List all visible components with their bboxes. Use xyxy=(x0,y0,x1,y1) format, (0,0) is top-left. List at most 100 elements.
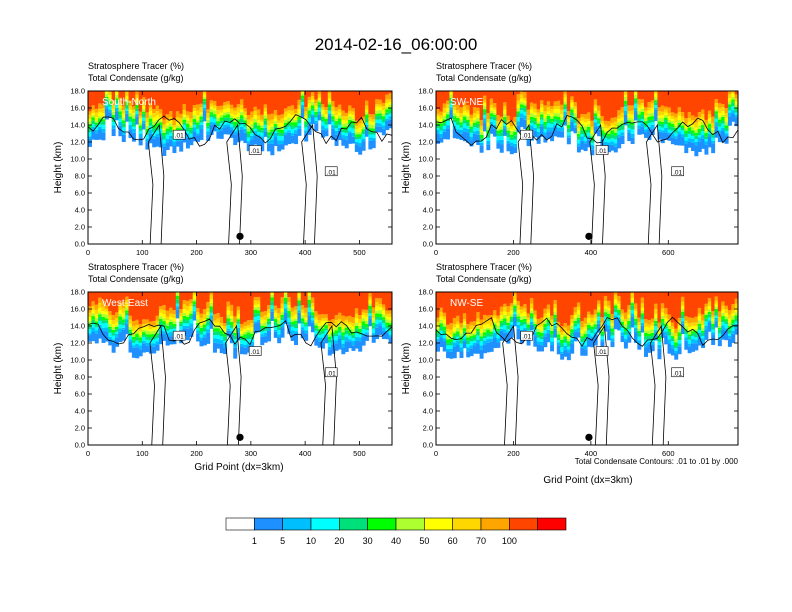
y-tick-label: 18.0 xyxy=(70,87,85,96)
tracer-cell xyxy=(489,321,494,326)
tracer-cell xyxy=(135,331,140,334)
tracer-cell xyxy=(121,317,126,320)
tracer-cell xyxy=(368,309,373,314)
panel-header-condensate: Total Condensate (g/kg) xyxy=(436,73,532,83)
tracer-cell xyxy=(105,85,109,89)
tracer-cell xyxy=(526,120,531,125)
tracer-cell xyxy=(727,333,732,336)
tracer-cell xyxy=(509,126,514,129)
tracer-cell xyxy=(550,345,555,352)
tracer-cell xyxy=(189,125,194,128)
tracer-cell xyxy=(128,292,133,316)
tracer-cell xyxy=(233,292,238,317)
tracer-cell xyxy=(674,113,679,118)
tracer-cell xyxy=(479,333,484,337)
tracer-cell xyxy=(223,323,228,327)
tracer-cell xyxy=(697,337,702,346)
tracer-cell xyxy=(526,337,531,346)
tracer-cell xyxy=(115,326,119,330)
tracer-cell xyxy=(300,108,305,118)
tracer-cell xyxy=(260,132,265,137)
tracer-cell xyxy=(91,292,96,302)
tracer-cell xyxy=(476,339,481,344)
tracer-cell xyxy=(125,92,130,97)
tracer-cell xyxy=(375,313,380,318)
tracer-cell xyxy=(185,115,190,118)
tracer-cell xyxy=(610,338,615,342)
tracer-cell xyxy=(657,107,662,112)
tracer-cell xyxy=(327,349,332,356)
tracer-cell xyxy=(223,112,228,116)
contour-column xyxy=(646,123,663,244)
tracer-cell xyxy=(88,111,92,115)
tracer-cell xyxy=(236,116,241,120)
tracer-cell xyxy=(202,94,207,97)
tracer-cell xyxy=(314,292,319,312)
tracer-cell xyxy=(175,306,180,310)
tracer-cell xyxy=(94,321,99,326)
tracer-cell xyxy=(563,345,568,350)
tracer-cell xyxy=(573,91,578,103)
tracer-cell xyxy=(519,104,524,108)
tracer-cell xyxy=(381,102,386,107)
tracer-cell xyxy=(182,122,187,125)
tracer-cell xyxy=(550,113,555,117)
tracer-cell xyxy=(300,292,305,306)
tracer-cell xyxy=(253,313,258,317)
tracer-cell xyxy=(334,110,339,116)
tracer-cell xyxy=(354,125,359,130)
tracer-cell xyxy=(115,292,119,313)
tracer-cell xyxy=(381,106,386,111)
tracer-cell xyxy=(499,136,504,140)
tracer-cell xyxy=(199,116,204,120)
tracer-cell xyxy=(172,318,177,322)
tracer-cell xyxy=(452,340,457,343)
tracer-cell xyxy=(219,91,224,106)
tracer-cell xyxy=(351,128,356,133)
tracer-cell xyxy=(650,341,655,346)
tracer-cell xyxy=(317,337,322,342)
tracer-cell xyxy=(546,325,551,330)
tracer-cell xyxy=(436,127,440,131)
tracer-cell xyxy=(556,108,561,114)
tracer-cell xyxy=(704,321,709,326)
panel-nw-se: Stratosphere Tracer (%)Total Condensate … xyxy=(401,262,739,458)
tracer-cell xyxy=(327,104,332,108)
tracer-cell xyxy=(165,323,170,326)
tracer-cell xyxy=(388,335,392,338)
tracer-cell xyxy=(714,111,719,115)
tracer-cell xyxy=(260,292,265,312)
tracer-cell xyxy=(361,328,366,334)
tracer-cell xyxy=(472,336,477,341)
tracer-cell xyxy=(91,310,96,314)
tracer-cell xyxy=(344,292,349,317)
tracer-cell xyxy=(529,125,534,130)
tracer-cell xyxy=(310,114,315,117)
tracer-cell xyxy=(317,334,322,338)
tracer-cell xyxy=(563,109,568,113)
tracer-cell xyxy=(439,319,444,324)
tracer-cell xyxy=(115,337,119,347)
tracer-cell xyxy=(192,295,197,299)
tracer-cell xyxy=(385,109,390,113)
tracer-cell xyxy=(358,142,363,147)
tracer-cell xyxy=(600,317,605,323)
tracer-cell xyxy=(101,306,106,312)
tracer-cell xyxy=(637,292,642,318)
tracer-cell xyxy=(543,121,548,126)
tracer-cell xyxy=(314,323,319,326)
tracer-cell xyxy=(348,105,353,112)
tracer-cell xyxy=(273,121,278,125)
tracer-cell xyxy=(469,292,474,322)
contour-label: .01 xyxy=(598,148,607,155)
tracer-cell xyxy=(687,343,692,347)
tracer-cell xyxy=(361,124,366,127)
tracer-cell xyxy=(209,117,214,122)
contour-label-box xyxy=(595,145,609,155)
tracer-cell xyxy=(727,318,732,323)
tracer-cell xyxy=(540,104,544,108)
tracer-cell xyxy=(300,98,305,102)
tracer-cell xyxy=(155,292,160,316)
tracer-cell xyxy=(660,303,665,309)
tracer-cell xyxy=(270,131,275,136)
